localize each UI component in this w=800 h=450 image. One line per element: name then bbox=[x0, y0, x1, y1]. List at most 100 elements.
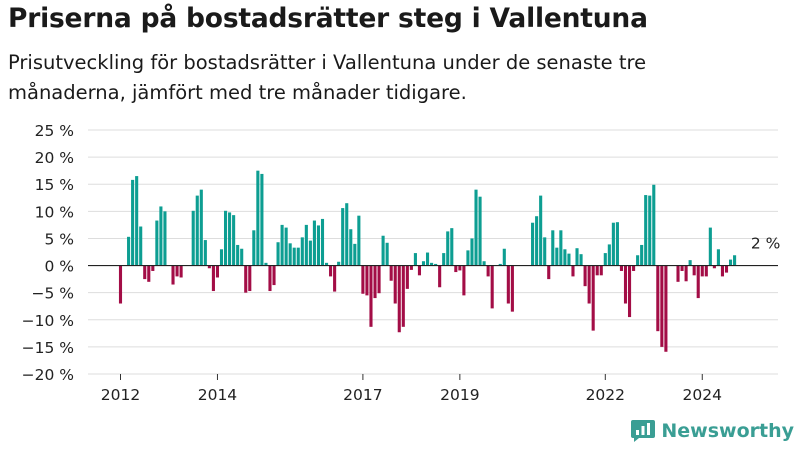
bar bbox=[244, 265, 248, 293]
bar bbox=[316, 225, 321, 266]
x-tick-label: 2014 bbox=[198, 386, 237, 404]
bar bbox=[369, 265, 373, 327]
bar bbox=[417, 265, 422, 276]
bar bbox=[272, 265, 276, 286]
bar bbox=[191, 210, 195, 266]
bar bbox=[640, 244, 644, 266]
bar bbox=[195, 195, 199, 266]
bar bbox=[510, 265, 514, 312]
bar bbox=[603, 253, 607, 266]
bar bbox=[199, 189, 203, 266]
bar bbox=[466, 250, 470, 266]
x-axis-ticks: 2012 2014 2017 2019 2022 2024 bbox=[101, 374, 722, 404]
bar bbox=[377, 265, 381, 294]
bar bbox=[442, 253, 446, 266]
bar bbox=[341, 208, 345, 266]
bar bbox=[636, 255, 640, 266]
y-tick-label: 15 % bbox=[35, 176, 74, 194]
bar bbox=[349, 229, 353, 266]
brand-name: Newsworthy bbox=[661, 420, 794, 442]
bar bbox=[648, 195, 652, 266]
bar bbox=[450, 228, 454, 266]
bar bbox=[365, 265, 369, 296]
bar bbox=[676, 265, 680, 282]
bar bbox=[385, 242, 389, 266]
bar bbox=[159, 206, 163, 266]
bar bbox=[401, 265, 405, 327]
bar bbox=[619, 265, 624, 271]
bar bbox=[535, 216, 539, 266]
x-tick-label: 2017 bbox=[343, 386, 382, 404]
bar bbox=[260, 173, 264, 266]
bar bbox=[704, 265, 708, 277]
y-axis-ticks: −20 % −15 % −10 % −5 % 0 % 5 % 10 % 15 % 20 % 25 … bbox=[22, 122, 74, 384]
bar bbox=[583, 265, 587, 287]
bar bbox=[389, 265, 393, 281]
bar bbox=[393, 265, 397, 304]
bar bbox=[324, 262, 329, 266]
bar bbox=[506, 265, 510, 304]
bar bbox=[696, 265, 700, 299]
bar bbox=[300, 237, 304, 266]
bar bbox=[276, 242, 280, 266]
bar bbox=[171, 265, 175, 285]
bar bbox=[708, 227, 712, 266]
bar bbox=[490, 265, 494, 309]
bar bbox=[163, 211, 167, 266]
y-tick-label: 25 % bbox=[35, 122, 74, 140]
bar bbox=[373, 265, 377, 299]
bar bbox=[118, 265, 123, 304]
bar bbox=[135, 176, 139, 266]
bar bbox=[543, 237, 547, 266]
bar bbox=[575, 248, 579, 266]
bar bbox=[308, 240, 312, 266]
bar bbox=[595, 265, 599, 276]
y-tick-label: 10 % bbox=[35, 203, 74, 221]
y-tick-label: −5 % bbox=[31, 285, 74, 303]
bar bbox=[559, 230, 563, 266]
bar bbox=[219, 249, 224, 266]
bar bbox=[425, 252, 430, 266]
bar bbox=[139, 226, 143, 266]
bar bbox=[591, 265, 595, 331]
bars bbox=[118, 170, 737, 352]
bar bbox=[434, 263, 438, 266]
bar bbox=[320, 218, 325, 266]
bar bbox=[458, 265, 462, 271]
bar bbox=[563, 249, 567, 266]
bar bbox=[268, 265, 272, 292]
y-tick-label: 20 % bbox=[35, 149, 74, 167]
bar bbox=[252, 230, 256, 266]
x-tick-label: 2012 bbox=[101, 386, 140, 404]
bar bbox=[438, 265, 442, 288]
bar bbox=[215, 265, 220, 278]
bar bbox=[716, 249, 720, 266]
bar bbox=[627, 265, 632, 318]
bar bbox=[264, 262, 268, 266]
bar bbox=[688, 260, 692, 266]
bar bbox=[413, 253, 417, 266]
bar bbox=[571, 265, 575, 277]
bar bbox=[724, 265, 729, 273]
bar bbox=[454, 265, 458, 273]
bar bbox=[680, 265, 684, 271]
bar bbox=[179, 265, 183, 278]
x-tick-label: 2024 bbox=[683, 386, 722, 404]
bar bbox=[211, 265, 215, 292]
chart-subtitle: Prisutveckling för bostadsrätter i Valle… bbox=[8, 51, 647, 104]
bar bbox=[632, 265, 636, 271]
newsworthy-logo-icon bbox=[631, 420, 656, 442]
bar bbox=[207, 265, 211, 269]
bar bbox=[692, 265, 696, 276]
bar bbox=[720, 265, 725, 277]
bar bbox=[482, 261, 486, 266]
bar bbox=[656, 265, 660, 332]
bar bbox=[470, 238, 474, 266]
bar bbox=[486, 265, 490, 277]
bar bbox=[280, 224, 284, 266]
bar bbox=[147, 265, 151, 282]
brand-logo: Newsworthy bbox=[630, 419, 794, 443]
bar bbox=[203, 240, 207, 266]
bar bbox=[567, 253, 571, 266]
bar bbox=[421, 261, 426, 266]
